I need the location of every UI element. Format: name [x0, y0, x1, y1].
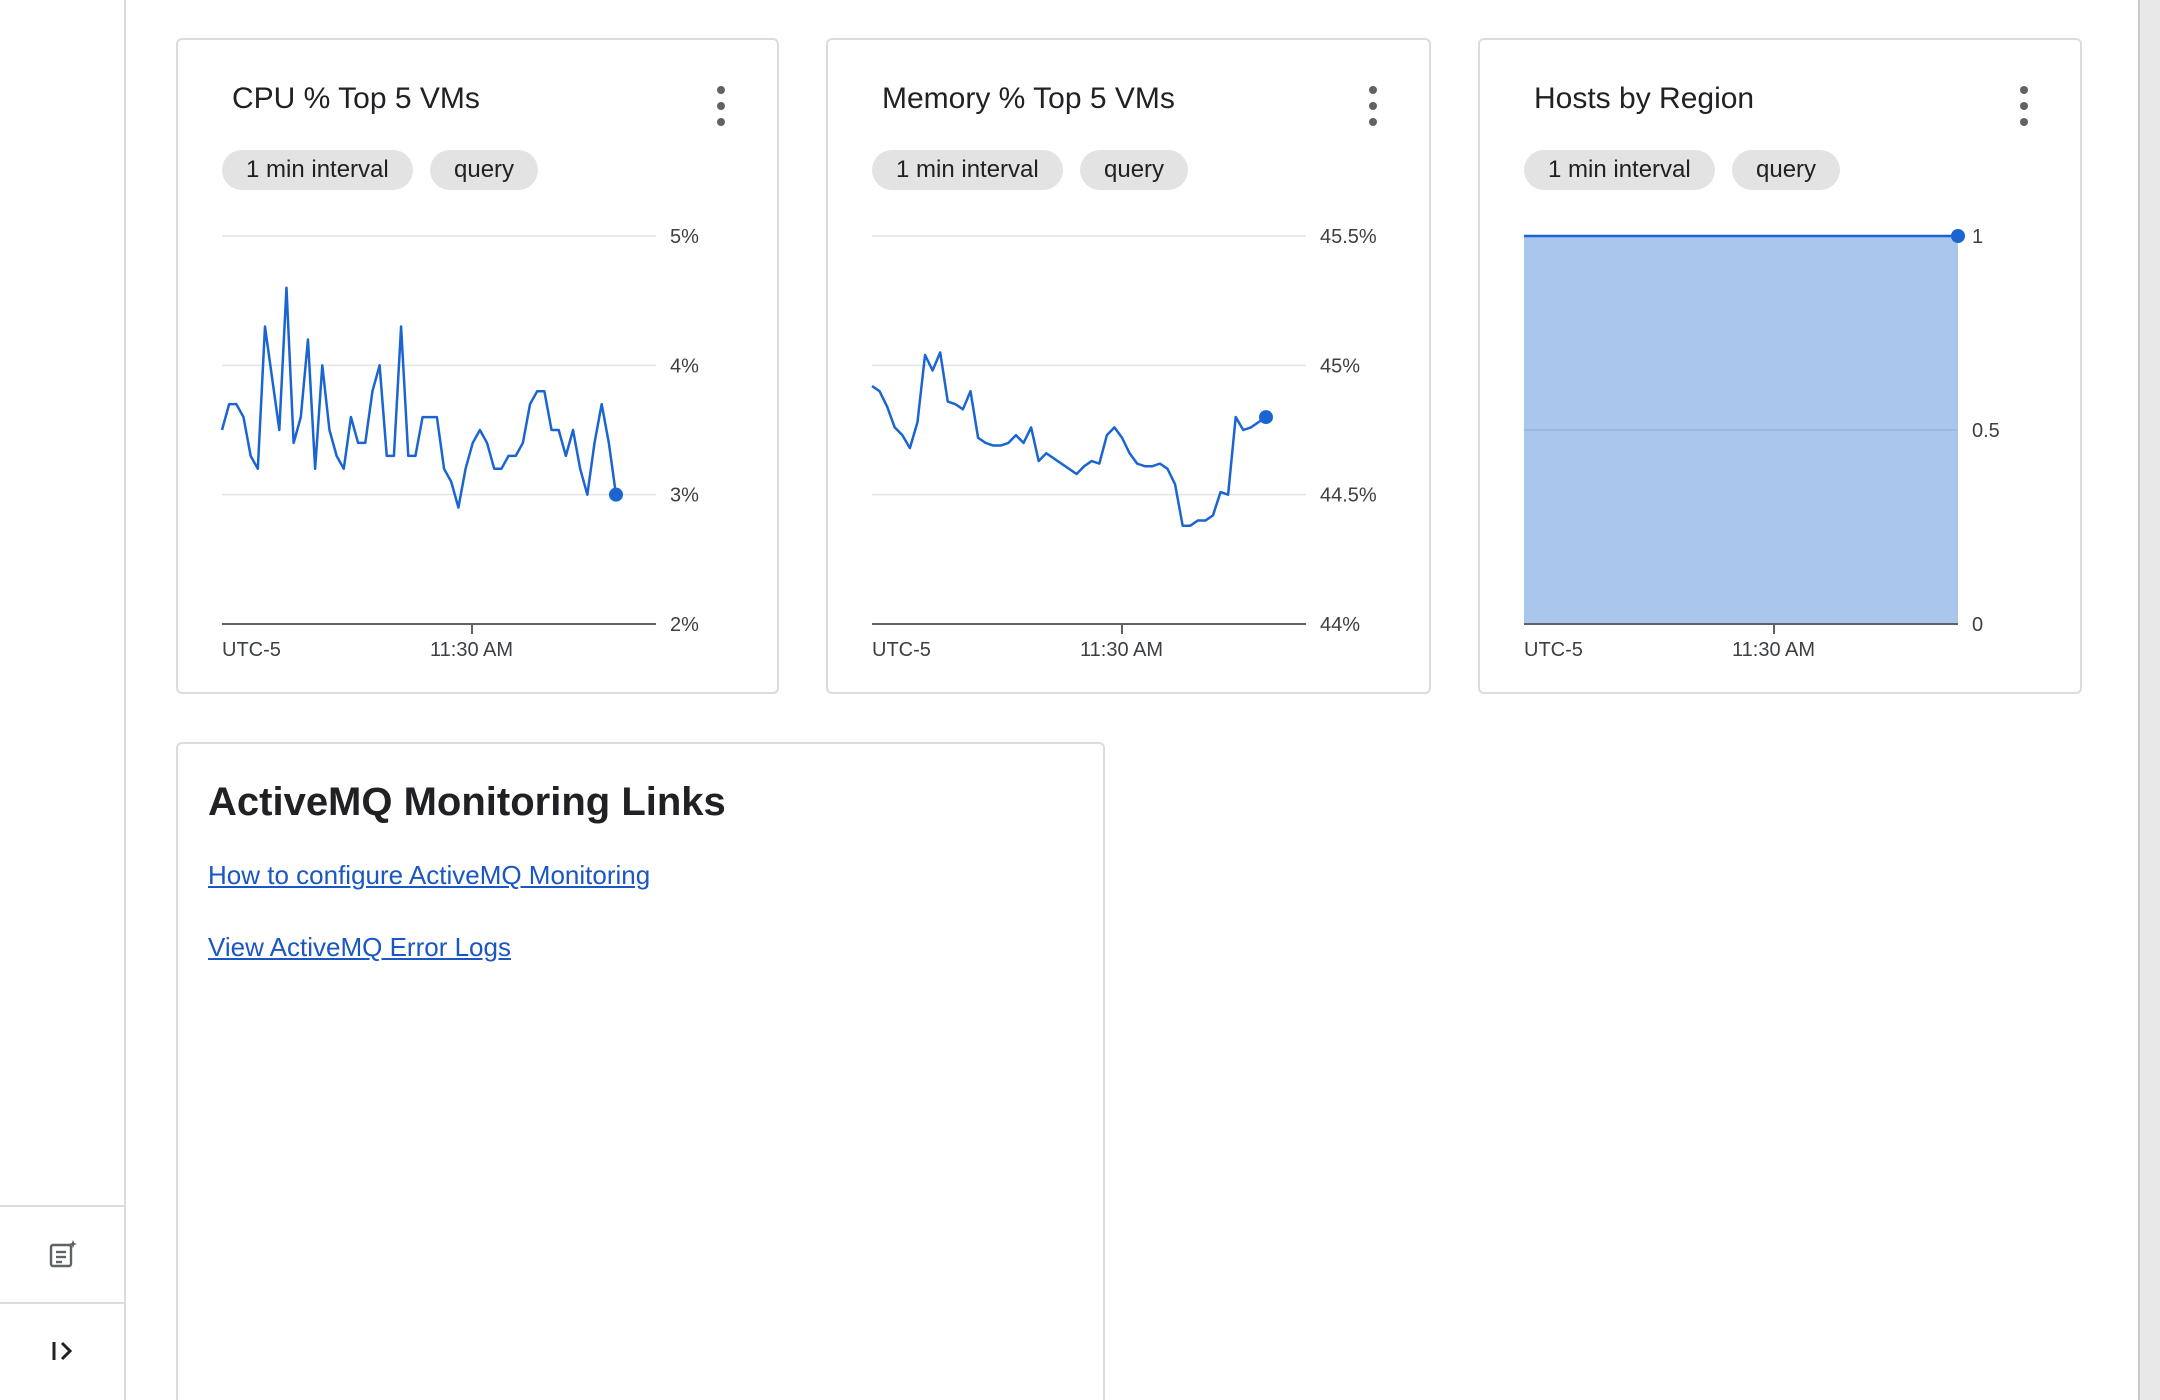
y-tick-label: 0.5 — [1972, 420, 2000, 442]
expand-panel-icon — [52, 1341, 73, 1361]
more-vert-icon[interactable] — [2012, 86, 2036, 126]
vertical-scrollbar[interactable] — [2138, 0, 2160, 1400]
expand-panel-button[interactable] — [0, 1302, 126, 1398]
left-rail — [0, 0, 126, 1400]
memory-chart-card: Memory % Top 5 VMs 1 min interval query … — [826, 38, 1431, 694]
card-title: Memory % Top 5 VMs — [882, 82, 1175, 115]
x-tick-label: UTC-5 — [872, 639, 931, 661]
cpu-line-chart: 5% 4% 3% 2% UTC-5 11:30 AM — [220, 226, 699, 661]
x-tick-label: UTC-5 — [1524, 639, 1583, 661]
y-tick-label: 2% — [670, 614, 699, 636]
x-tick-label: 11:30 AM — [1732, 639, 1815, 661]
interval-chip[interactable]: 1 min interval — [1524, 150, 1715, 190]
query-chip[interactable]: query — [1732, 150, 1841, 190]
x-tick-label: 11:30 AM — [1080, 639, 1163, 661]
series-line — [220, 286, 618, 509]
y-tick-label: 44% — [1320, 614, 1360, 636]
notes-sparkle-icon — [49, 1240, 77, 1268]
x-tick-label: UTC-5 — [222, 639, 281, 661]
card-title: CPU % Top 5 VMs — [232, 82, 480, 115]
cpu-chart-card: CPU % Top 5 VMs 1 min interval query 5% 4… — [176, 38, 779, 694]
notes-button[interactable] — [0, 1205, 126, 1301]
y-tick-label: 4% — [670, 355, 699, 377]
memory-line-chart: 45.5% 45% 44.5% 44% UTC-5 11:30 AM — [871, 226, 1377, 661]
interval-chip[interactable]: 1 min interval — [872, 150, 1063, 190]
last-point-marker[interactable] — [609, 487, 623, 502]
y-tick-label: 45% — [1320, 355, 1360, 377]
y-tick-label: 0 — [1972, 614, 1983, 636]
more-vert-icon[interactable] — [709, 86, 733, 126]
more-vert-icon[interactable] — [1361, 86, 1385, 126]
y-tick-label: 44.5% — [1320, 485, 1377, 507]
card-title: Hosts by Region — [1534, 82, 1755, 115]
error-logs-link[interactable]: View ActiveMQ Error Logs — [208, 932, 511, 962]
hosts-area-chart: 1 0.5 0 UTC-5 11:30 AM — [1524, 226, 2000, 661]
links-card-title: ActiveMQ Monitoring Links — [208, 780, 726, 824]
query-chip[interactable]: query — [430, 150, 539, 190]
y-tick-label: 1 — [1972, 226, 1983, 248]
query-chip[interactable]: query — [1080, 150, 1189, 190]
interval-chip[interactable]: 1 min interval — [222, 150, 413, 190]
hosts-chart-card: Hosts by Region 1 min interval query 1 0.… — [1478, 38, 2082, 694]
y-tick-label: 3% — [670, 485, 699, 507]
links-card: ActiveMQ Monitoring Links How to configu… — [176, 742, 1105, 1400]
last-point-marker[interactable] — [1259, 410, 1273, 425]
x-tick-label: 11:30 AM — [430, 639, 513, 661]
y-tick-label: 45.5% — [1320, 226, 1377, 248]
y-tick-label: 5% — [670, 226, 699, 248]
last-point-marker[interactable] — [1951, 229, 1965, 243]
configure-monitoring-link[interactable]: How to configure ActiveMQ Monitoring — [208, 860, 651, 890]
series-line — [871, 351, 1267, 527]
